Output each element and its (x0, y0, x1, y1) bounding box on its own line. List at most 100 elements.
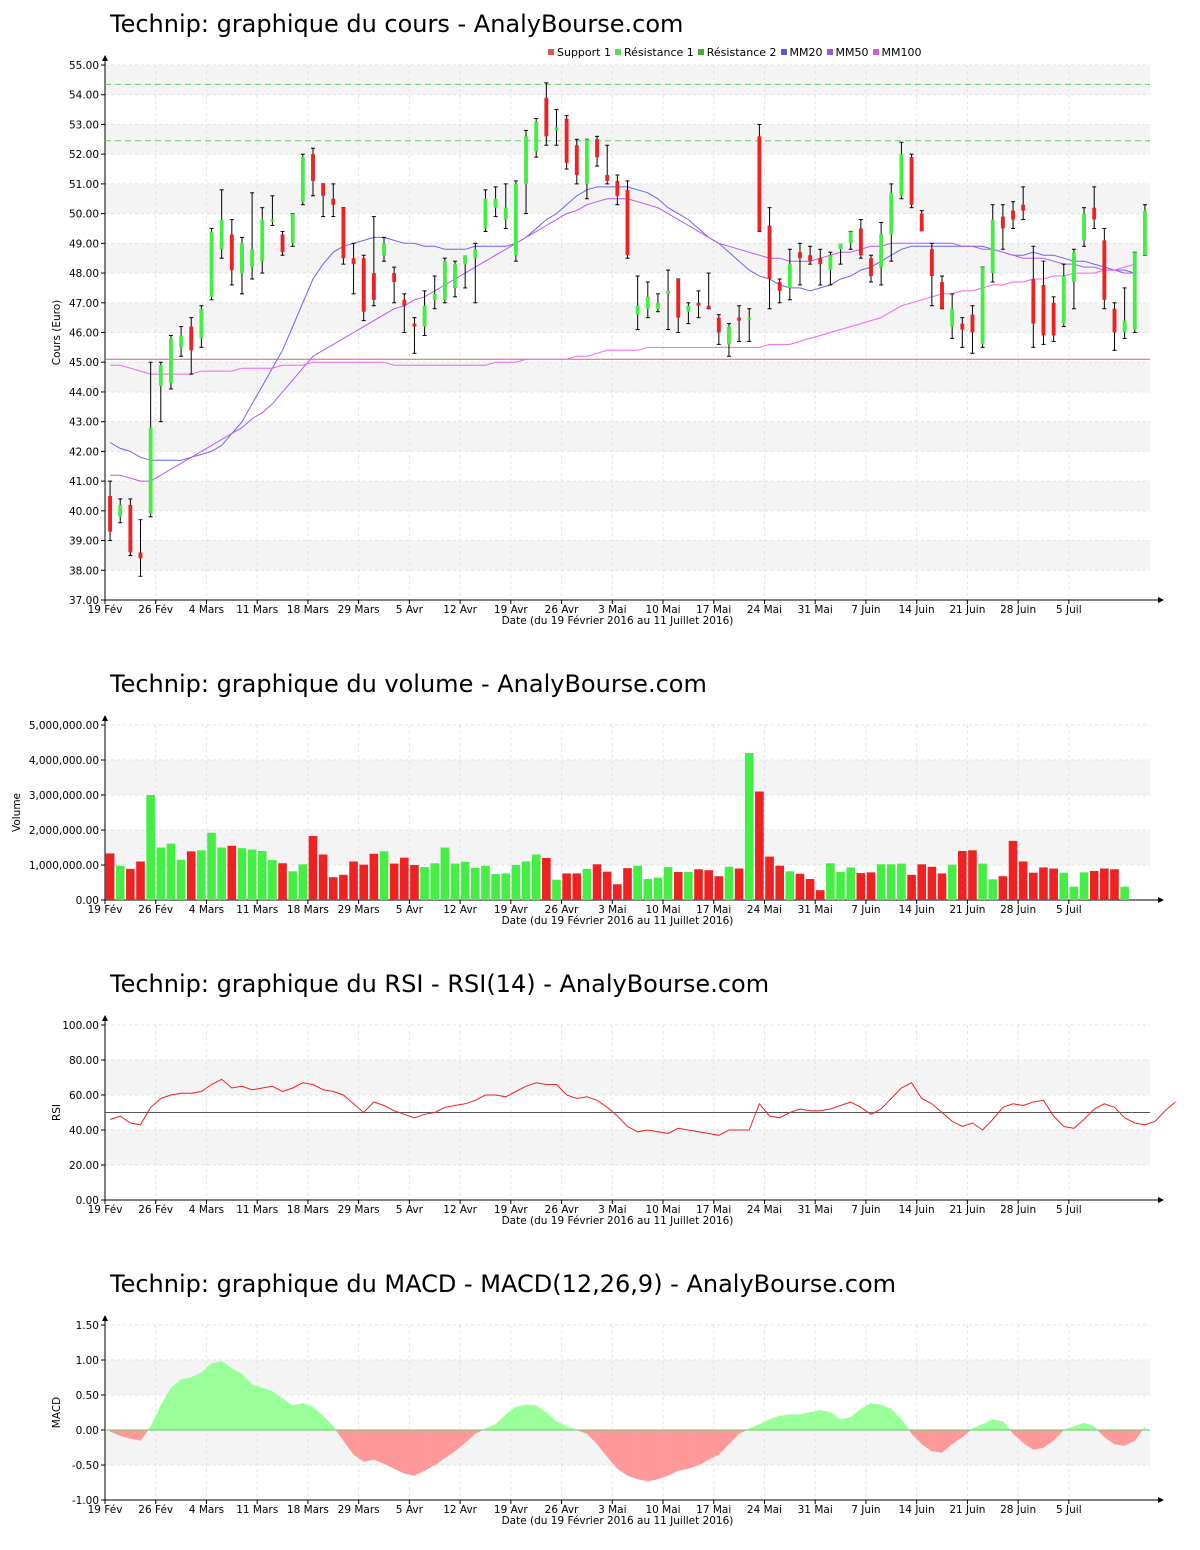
price-xtick-label: 18 Mars (287, 604, 329, 616)
candle-body (615, 180, 620, 196)
macd-area-segment (312, 1406, 324, 1431)
candle (716, 314, 721, 345)
macd-area-segment (820, 1410, 831, 1431)
macd-area-segment (393, 1429, 405, 1474)
candle-body (513, 183, 518, 256)
macd-area-segment (870, 1403, 882, 1431)
volume-bar (410, 865, 419, 900)
price-chart-title: Technip: graphique du cours - AnalyBours… (110, 10, 684, 38)
candle (655, 293, 660, 313)
candle (838, 243, 843, 265)
candle-body (361, 258, 366, 312)
macd-area-segment (211, 1361, 222, 1431)
candle (787, 248, 792, 301)
volume-bar (988, 879, 998, 900)
candle (524, 129, 529, 215)
volume-bar (653, 877, 663, 900)
rsi-ytick-label: 40.00 (69, 1125, 99, 1137)
macd-xtick-label: 18 Mars (287, 1504, 329, 1516)
price-xtick-label: 19 Avr (494, 604, 528, 616)
volume-bar (217, 847, 226, 900)
volume-bar (856, 873, 866, 900)
candle (625, 180, 630, 259)
candle-body (169, 338, 173, 384)
macd-ytick-label: 0.00 (76, 1425, 99, 1437)
volume-xlabel: Date (du 19 Février 2016 au 11 Juillet 2… (502, 915, 734, 927)
macd-x-arrow (1158, 1497, 1164, 1503)
candle-body (158, 365, 163, 386)
candle-body (534, 121, 539, 152)
candle-body (179, 335, 184, 348)
volume-bar (268, 860, 277, 900)
price-xtick-label: 19 Fév (88, 604, 123, 616)
series-line-mm100 (110, 263, 1135, 375)
macd-xtick-label: 10 Mai (645, 1504, 680, 1516)
legend-item: MM50 (826, 46, 869, 59)
volume-bar (308, 835, 318, 900)
rsi-chart-title: Technip: graphique du RSI - RSI(14) - An… (110, 970, 770, 998)
volume-xtick-label: 31 Mai (798, 904, 833, 916)
macd-xtick-label: 4 Mars (189, 1504, 224, 1516)
candle-body (919, 213, 924, 232)
volume-bar (481, 865, 490, 900)
rsi-ytick-label: 0.00 (76, 1195, 99, 1207)
candle-body (635, 305, 640, 315)
candle (564, 115, 569, 170)
price-ytick-label: 48.00 (69, 268, 99, 280)
candle (858, 219, 863, 259)
volume-bar (836, 872, 845, 900)
macd-area-segment (566, 1426, 577, 1431)
candle (554, 109, 559, 146)
candle-body (1132, 252, 1137, 330)
candle-body (108, 495, 113, 532)
macd-xtick-label: 26 Fév (138, 1504, 173, 1516)
macd-xtick-label: 31 Mai (798, 1504, 833, 1516)
macd-area-segment (850, 1408, 862, 1431)
candle-body (828, 255, 833, 271)
rsi-x-arrow (1158, 1197, 1164, 1203)
candle (483, 189, 488, 232)
price-band (105, 540, 1150, 571)
candle (1122, 287, 1127, 339)
volume-bar (115, 865, 125, 900)
macd-area-segment (677, 1429, 689, 1471)
candle (615, 174, 620, 206)
macd-ytick-label: -0.50 (72, 1460, 99, 1472)
candle (595, 135, 600, 167)
candle-body (473, 249, 478, 259)
macd-area-segment (525, 1404, 537, 1431)
candle (412, 317, 417, 354)
candle (382, 236, 387, 262)
price-ytick-label: 43.00 (69, 417, 99, 429)
price-xtick-label: 26 Avr (545, 604, 579, 616)
volume-bar (907, 874, 916, 900)
volume-bar (1018, 861, 1028, 900)
volume-bar (866, 872, 876, 900)
candle-body (676, 279, 681, 318)
volume-bar (826, 863, 835, 900)
candle-body (564, 118, 569, 164)
price-ytick-label: 44.00 (69, 387, 99, 399)
volume-bar (328, 877, 338, 900)
volume-bar (288, 871, 298, 900)
candle-body (757, 136, 762, 232)
macd-area-segment (901, 1418, 910, 1431)
volume-bar (785, 871, 795, 900)
volume-bar (694, 869, 703, 900)
candle (889, 183, 894, 262)
candle-body (747, 317, 752, 320)
volume-bar (318, 854, 328, 900)
candle-body (442, 261, 447, 300)
candle (432, 275, 437, 310)
rsi-xtick-label: 5 Avr (396, 1204, 424, 1216)
price-xtick-label: 7 Juin (851, 604, 880, 616)
macd-xtick-label: 3 Mai (598, 1504, 626, 1516)
candle-body (503, 207, 508, 220)
legend-item: MM20 (780, 46, 823, 59)
price-ytick-label: 53.00 (69, 119, 99, 131)
volume-bar (623, 868, 632, 900)
volume-bar (359, 864, 369, 900)
macd-xtick-label: 28 Juin (1000, 1504, 1036, 1516)
volume-bar (1029, 872, 1038, 900)
macd-chart: -1.00 -0.50 0.00 0.50 1.00 1.50 19 Fév 26 Fév 4 … (51, 1315, 1164, 1527)
